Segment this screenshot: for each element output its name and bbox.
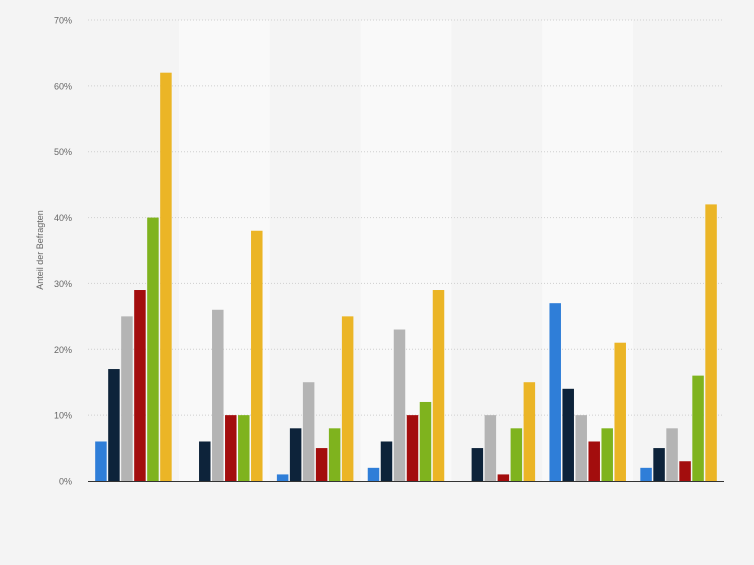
bar bbox=[289, 428, 302, 481]
bar bbox=[225, 415, 237, 481]
bar bbox=[510, 428, 523, 481]
y-tick-label: 50% bbox=[54, 147, 72, 157]
bar bbox=[562, 388, 574, 481]
y-tick-label: 30% bbox=[54, 279, 72, 289]
bar bbox=[315, 448, 328, 481]
bar bbox=[705, 204, 717, 481]
bar bbox=[588, 441, 600, 481]
bar bbox=[601, 428, 613, 481]
bar bbox=[432, 290, 445, 481]
bar bbox=[692, 375, 704, 481]
bar bbox=[276, 474, 289, 481]
bar bbox=[419, 401, 432, 481]
y-tick-label: 70% bbox=[54, 16, 72, 26]
bar bbox=[380, 441, 393, 481]
bar bbox=[653, 448, 665, 481]
bar bbox=[679, 461, 691, 481]
bar bbox=[121, 316, 133, 481]
bar bbox=[484, 415, 497, 481]
bar bbox=[328, 428, 341, 481]
bar bbox=[108, 369, 120, 481]
bar bbox=[393, 329, 406, 481]
bar bbox=[212, 309, 224, 481]
y-tick-label: 60% bbox=[54, 81, 72, 91]
bar bbox=[147, 217, 159, 482]
bar bbox=[549, 303, 561, 481]
bar bbox=[199, 441, 211, 481]
y-axis-title: Anteil der Befragten bbox=[35, 210, 45, 290]
bar bbox=[406, 415, 419, 481]
bar bbox=[238, 415, 250, 481]
y-tick-label: 20% bbox=[54, 345, 72, 355]
bar bbox=[640, 467, 652, 481]
y-tick-label: 0% bbox=[59, 477, 72, 487]
y-tick-label: 40% bbox=[54, 213, 72, 223]
bar bbox=[134, 290, 146, 481]
bar bbox=[523, 382, 536, 481]
bar bbox=[95, 441, 107, 481]
bar bbox=[471, 448, 484, 481]
bar bbox=[575, 415, 587, 481]
bar bbox=[666, 428, 678, 481]
y-tick-label: 10% bbox=[54, 411, 72, 421]
bar bbox=[251, 230, 263, 481]
bar bbox=[497, 474, 510, 481]
bar bbox=[614, 342, 626, 481]
bar bbox=[341, 316, 354, 481]
bar bbox=[160, 72, 172, 481]
bar bbox=[302, 382, 315, 481]
bar bbox=[367, 467, 380, 481]
